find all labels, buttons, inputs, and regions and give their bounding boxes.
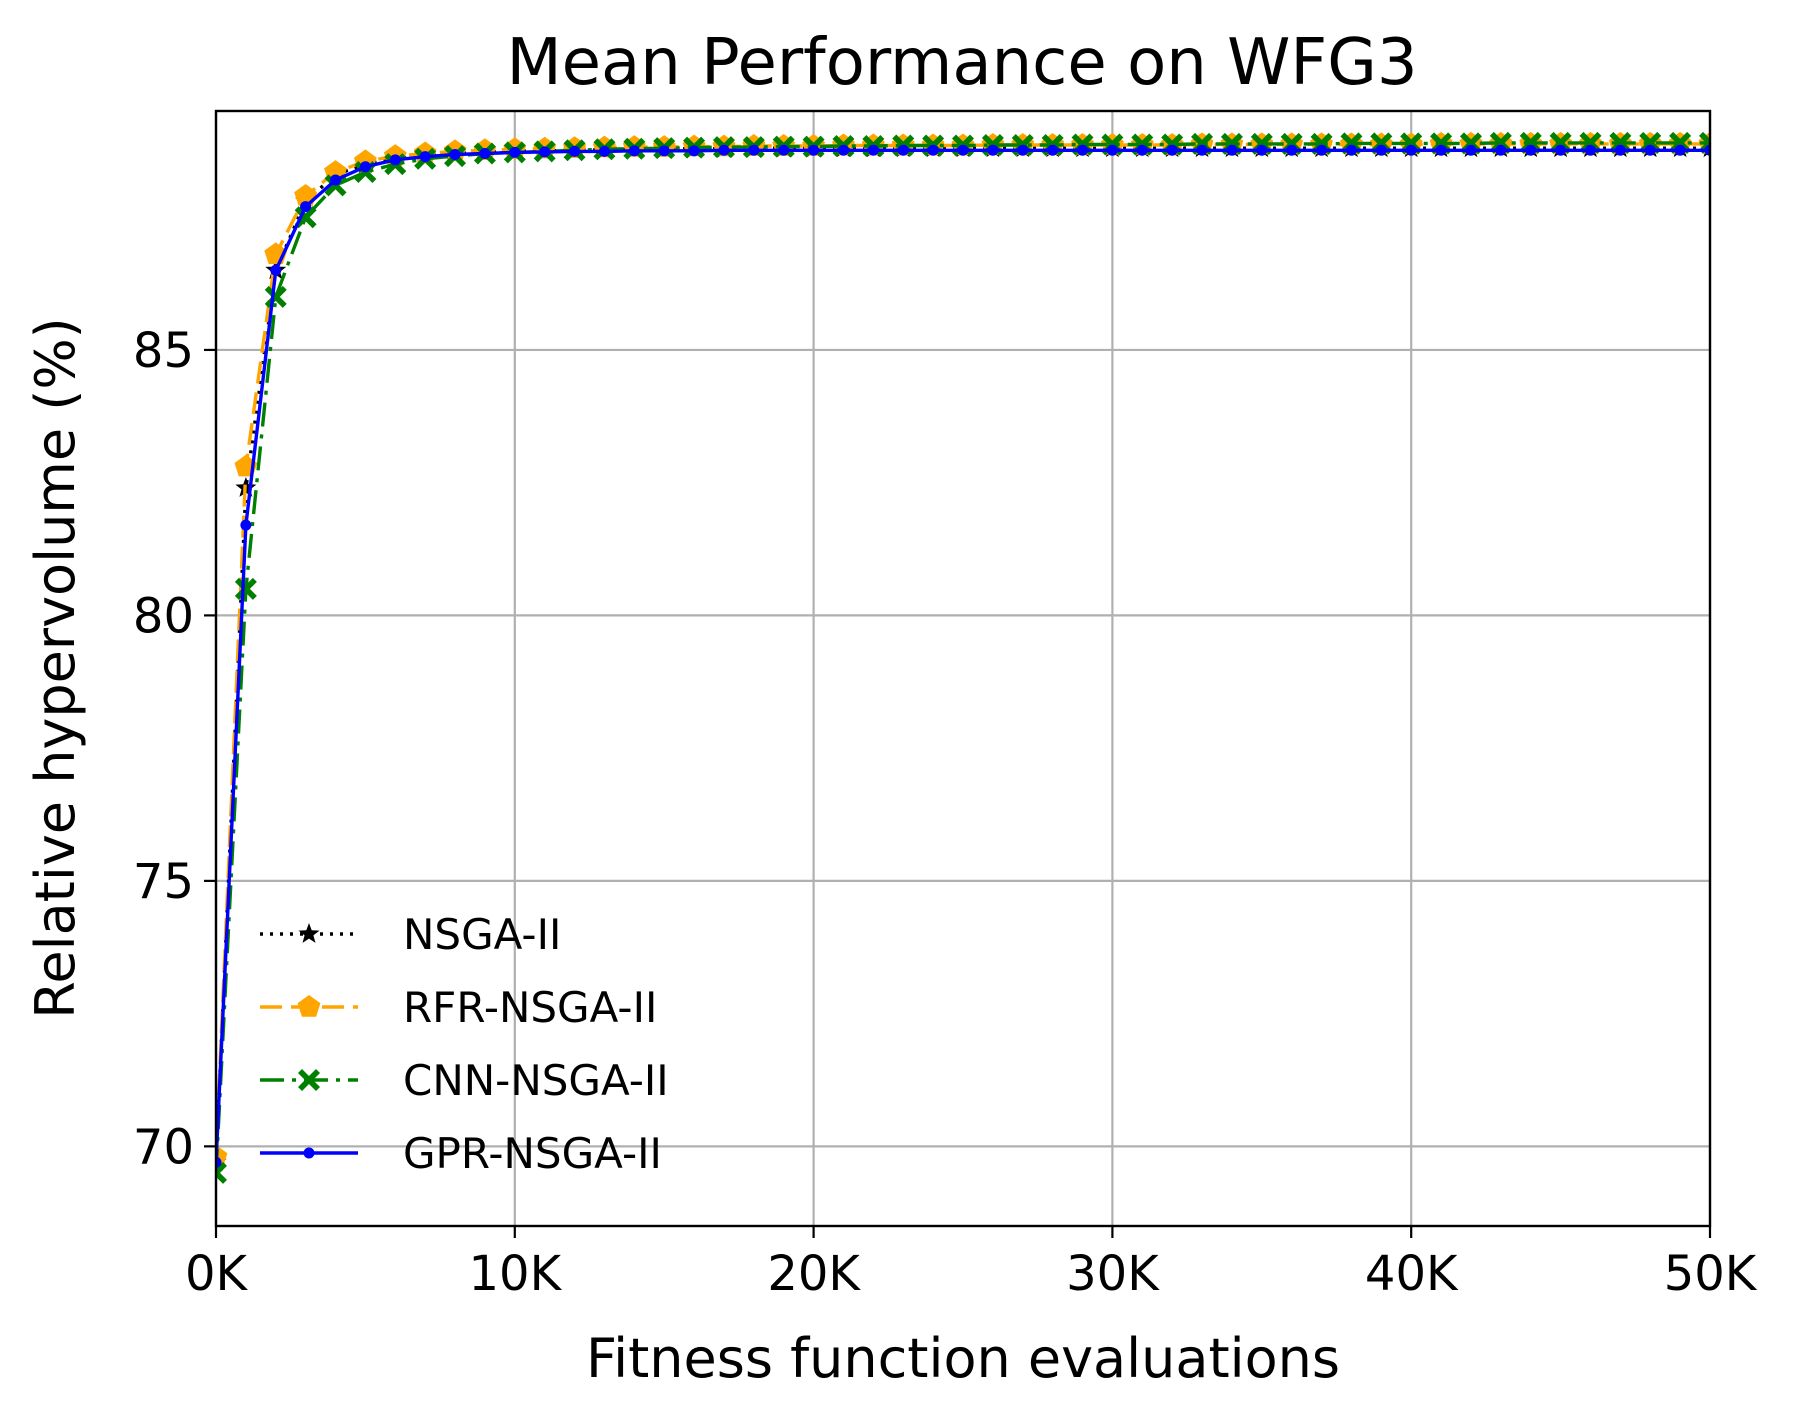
data-point-cnn-nsga-ii — [294, 206, 317, 229]
data-point-gpr-nsga-ii — [1226, 144, 1238, 156]
data-point-gpr-nsga-ii — [837, 144, 849, 156]
y-tick-label: 80 — [133, 588, 194, 644]
x-axis-ticks: 0K 10K 20K 30K 40K 50K — [185, 1226, 1758, 1302]
data-point-cnn-nsga-ii — [264, 285, 287, 308]
data-point-gpr-nsga-ii — [748, 144, 760, 156]
data-point-gpr-nsga-ii — [1614, 144, 1626, 156]
y-tick-label: 70 — [133, 1119, 194, 1175]
data-point-gpr-nsga-ii — [1017, 144, 1029, 156]
data-point-gpr-nsga-ii — [479, 147, 491, 159]
data-point-gpr-nsga-ii — [1704, 144, 1710, 156]
data-point-gpr-nsga-ii — [1495, 144, 1507, 156]
chart-title: Mean Performance on WFG3 — [506, 26, 1417, 100]
data-point-gpr-nsga-ii — [1047, 144, 1059, 156]
data-point-gpr-nsga-ii — [1196, 144, 1208, 156]
data-point-gpr-nsga-ii — [987, 144, 999, 156]
data-point-gpr-nsga-ii — [509, 146, 521, 158]
data-point-gpr-nsga-ii — [658, 145, 670, 157]
series-gpr-nsga-ii — [216, 144, 1710, 1168]
data-point-gpr-nsga-ii — [718, 144, 730, 156]
data-point-cnn-nsga-ii — [1579, 131, 1602, 154]
data-point-gpr-nsga-ii — [1286, 144, 1298, 156]
data-point-cnn-nsga-ii — [216, 1161, 227, 1184]
y-axis-label: Relative hypervolume (%) — [24, 317, 87, 1018]
legend-label: RFR-NSGA-II — [403, 983, 657, 1032]
data-point-gpr-nsga-ii — [778, 144, 790, 156]
legend-entry-rfr-nsga-ii: RFR-NSGA-II — [260, 983, 657, 1032]
x-tick-label: 0K — [185, 1246, 249, 1302]
legend-label: NSGA-II — [403, 910, 561, 959]
data-point-gpr-nsga-ii — [1584, 144, 1596, 156]
data-point-gpr-nsga-ii — [688, 145, 700, 157]
data-point-gpr-nsga-ii — [359, 161, 371, 173]
series-layer — [216, 131, 1710, 1184]
data-point-gpr-nsga-ii — [216, 1156, 222, 1168]
data-point-gpr-nsga-ii — [389, 154, 401, 166]
x-axis-label: Fitness function evaluations — [586, 1327, 1340, 1390]
y-axis-ticks: 70 75 80 85 — [133, 323, 216, 1175]
legend-swatch-marker — [297, 995, 321, 1017]
data-point-cnn-nsga-ii — [1549, 131, 1572, 154]
data-point-cnn-nsga-ii — [1519, 131, 1542, 154]
legend-swatch-marker — [303, 1147, 315, 1159]
data-point-gpr-nsga-ii — [1405, 144, 1417, 156]
data-point-cnn-nsga-ii — [1609, 131, 1632, 154]
data-point-gpr-nsga-ii — [1166, 144, 1178, 156]
legend-label: CNN-NSGA-II — [403, 1056, 669, 1105]
data-point-gpr-nsga-ii — [1435, 144, 1447, 156]
data-point-gpr-nsga-ii — [300, 201, 312, 213]
data-point-gpr-nsga-ii — [1077, 144, 1089, 156]
data-point-gpr-nsga-ii — [1525, 144, 1537, 156]
legend-entry-gpr-nsga-ii: GPR-NSGA-II — [260, 1129, 662, 1178]
data-point-gpr-nsga-ii — [867, 144, 879, 156]
data-point-gpr-nsga-ii — [1136, 144, 1148, 156]
legend-label: GPR-NSGA-II — [403, 1129, 662, 1178]
data-point-gpr-nsga-ii — [1256, 144, 1268, 156]
data-point-gpr-nsga-ii — [957, 144, 969, 156]
data-point-cnn-nsga-ii — [234, 577, 257, 600]
plot-area-frame — [214, 109, 1712, 1228]
clipped-series-group — [216, 131, 1710, 1184]
x-tick-label: 30K — [1066, 1246, 1160, 1302]
legend-swatch-marker — [298, 923, 320, 943]
data-point-gpr-nsga-ii — [927, 144, 939, 156]
data-point-gpr-nsga-ii — [628, 145, 640, 157]
data-point-gpr-nsga-ii — [1106, 144, 1118, 156]
data-point-gpr-nsga-ii — [808, 144, 820, 156]
x-tick-label: 40K — [1365, 1246, 1459, 1302]
y-tick-label: 75 — [133, 854, 194, 910]
legend-entry-cnn-nsga-ii: CNN-NSGA-II — [260, 1056, 669, 1105]
data-point-gpr-nsga-ii — [240, 519, 252, 531]
data-point-gpr-nsga-ii — [330, 174, 342, 186]
data-point-gpr-nsga-ii — [449, 149, 461, 161]
data-point-gpr-nsga-ii — [1316, 144, 1328, 156]
y-tick-label: 85 — [133, 323, 194, 379]
data-point-gpr-nsga-ii — [419, 151, 431, 163]
x-tick-label: 10K — [469, 1246, 563, 1302]
data-point-gpr-nsga-ii — [598, 145, 610, 157]
data-point-gpr-nsga-ii — [1375, 144, 1387, 156]
data-point-gpr-nsga-ii — [1555, 144, 1567, 156]
data-point-cnn-nsga-ii — [1639, 131, 1662, 154]
legend-entry-nsga-ii: NSGA-II — [260, 910, 561, 959]
data-point-gpr-nsga-ii — [897, 144, 909, 156]
data-point-cnn-nsga-ii — [1669, 131, 1692, 154]
data-point-gpr-nsga-ii — [270, 264, 282, 276]
data-point-gpr-nsga-ii — [569, 145, 581, 157]
x-tick-label: 20K — [767, 1246, 861, 1302]
data-point-gpr-nsga-ii — [1644, 144, 1656, 156]
data-point-gpr-nsga-ii — [1465, 144, 1477, 156]
x-tick-label: 50K — [1664, 1246, 1758, 1302]
legend: NSGA-II RFR-NSGA-II CNN-NSGA-II GPR-NSGA-II — [260, 910, 669, 1178]
data-point-gpr-nsga-ii — [1345, 144, 1357, 156]
data-point-cnn-nsga-ii — [1489, 131, 1512, 154]
data-point-gpr-nsga-ii — [1674, 144, 1686, 156]
data-point-gpr-nsga-ii — [539, 146, 551, 158]
legend-swatch-marker — [298, 1069, 320, 1091]
